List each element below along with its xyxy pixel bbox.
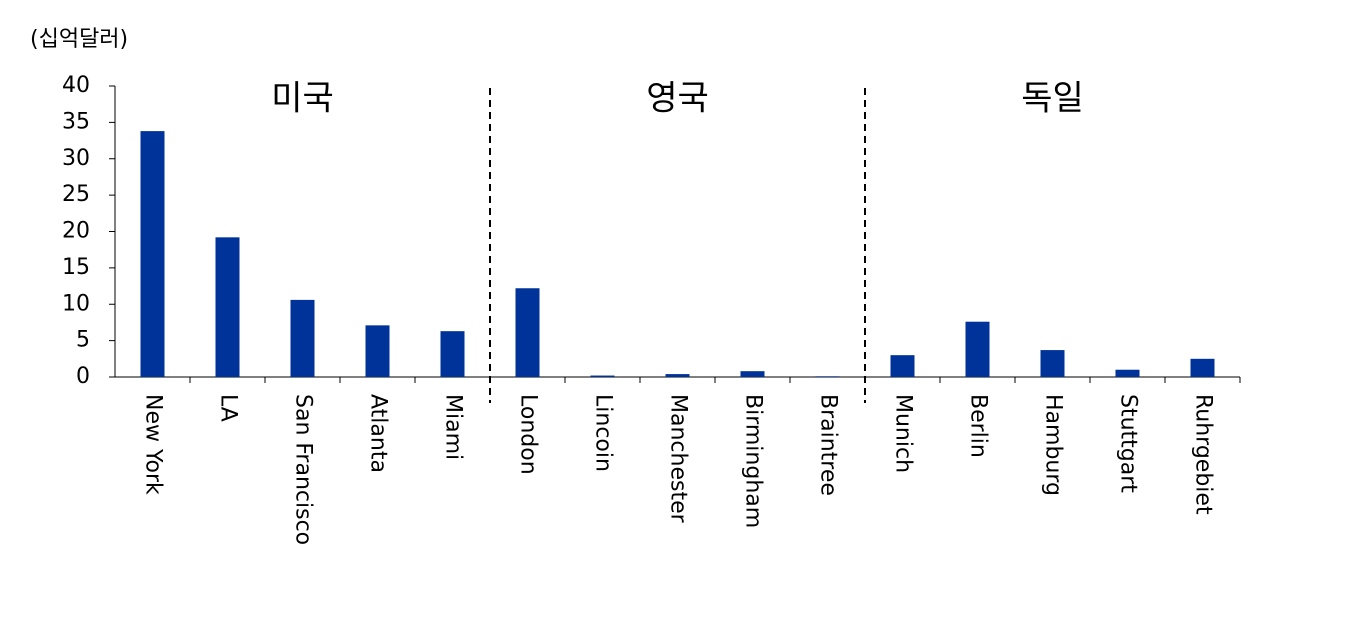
bar xyxy=(365,325,390,377)
bar xyxy=(1115,369,1140,377)
y-tick-label: 40 xyxy=(62,73,90,98)
group-label: 독일 xyxy=(1021,79,1084,119)
bar xyxy=(1040,350,1065,377)
y-tick-label: 15 xyxy=(62,255,90,280)
x-tick-label: Ruhrgebiet xyxy=(1191,394,1216,515)
bar xyxy=(965,321,990,377)
group-label: 미국 xyxy=(271,79,334,119)
x-tick-label: San Francisco xyxy=(291,394,316,545)
x-tick-label: New York xyxy=(141,394,166,495)
y-tick-label: 25 xyxy=(62,182,90,207)
y-tick-label: 30 xyxy=(62,146,90,171)
bar xyxy=(665,374,690,377)
bar xyxy=(440,331,465,377)
x-tick-label: London xyxy=(516,394,541,475)
x-tick-label: LA xyxy=(216,394,241,422)
bar xyxy=(815,376,840,377)
y-tick-label: 35 xyxy=(62,109,90,134)
y-tick-label: 0 xyxy=(76,364,90,389)
bar xyxy=(515,288,540,377)
bar xyxy=(590,375,615,377)
x-tick-label: Braintree xyxy=(816,394,841,496)
bar xyxy=(890,355,915,377)
bar xyxy=(290,299,315,377)
y-tick-label: 20 xyxy=(62,219,90,244)
bar xyxy=(140,131,165,377)
y-tick-label: 10 xyxy=(62,291,90,316)
bar xyxy=(740,371,765,377)
x-tick-label: Munich xyxy=(891,394,916,473)
y-tick-label: 5 xyxy=(76,328,90,353)
x-tick-label: Lincoin xyxy=(591,394,616,472)
x-tick-label: Miami xyxy=(441,394,466,460)
bar xyxy=(215,237,240,377)
unit-label: (십억달러) xyxy=(30,27,128,52)
x-tick-label: Hamburg xyxy=(1041,394,1066,496)
x-tick-label: Birmingham xyxy=(741,394,766,528)
x-tick-label: Atlanta xyxy=(366,394,391,473)
group-label: 영국 xyxy=(646,79,709,119)
bar xyxy=(1190,358,1215,377)
x-tick-label: Manchester xyxy=(666,394,691,524)
x-tick-label: Berlin xyxy=(966,394,991,458)
x-tick-label: Stuttgart xyxy=(1116,394,1141,493)
